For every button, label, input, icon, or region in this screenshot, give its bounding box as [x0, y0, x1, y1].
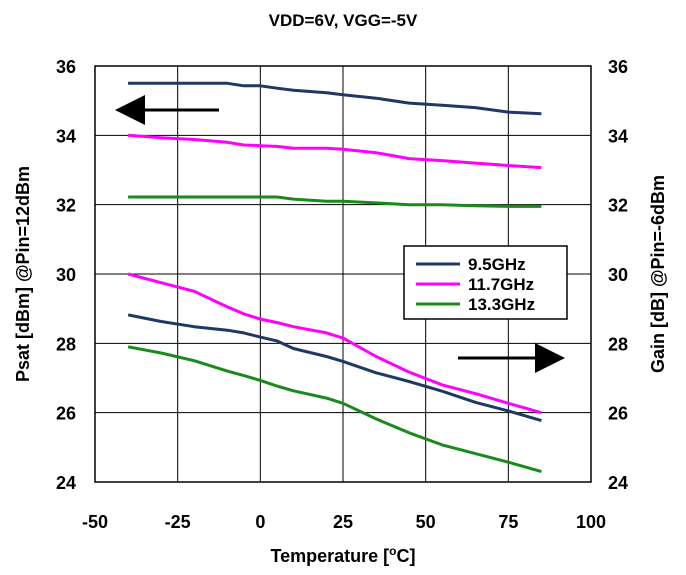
x-axis-label-degree: o [389, 544, 396, 558]
legend-label: 9.5GHz [468, 255, 526, 274]
x-axis-label-unit: C] [397, 546, 416, 566]
series-line-psat-0 [128, 81, 542, 116]
y-tick-label-right: 28 [608, 334, 628, 354]
annotations [115, 95, 565, 373]
series-line-gain-3 [127, 313, 542, 423]
y-tick-label-right: 34 [608, 126, 628, 146]
x-tick-label: 75 [498, 512, 518, 532]
y-tick-label-left: 26 [56, 404, 76, 424]
x-tick-label: 100 [576, 512, 606, 532]
y-tick-label-right: 30 [608, 265, 628, 285]
plot-area: -50 -25 0 25 50 75 100242628303234362426283032… [56, 57, 628, 532]
x-tick-label: -25 [165, 512, 191, 532]
x-tick-label: 50 [416, 512, 436, 532]
y-tick-label-right: 26 [608, 404, 628, 424]
x-tick-label: 0 [255, 512, 265, 532]
x-axis-label-main: Temperature [ [270, 546, 389, 566]
x-tick-label: 25 [333, 512, 353, 532]
y-tick-label-left: 28 [56, 334, 76, 354]
y-axis-label-left: Psat [dBm] @Pin=12dBm [13, 166, 33, 382]
series-line-gain-4 [127, 272, 542, 415]
y-axis-label-right: Gain [dB] @Pin=-6dBm [648, 175, 668, 373]
series-line-psat-2 [128, 195, 542, 208]
y-tick-label-right: 24 [608, 473, 628, 493]
y-tick-label-left: 34 [56, 126, 76, 146]
series-line-psat-1 [127, 133, 542, 170]
y-tick-label-left: 30 [56, 265, 76, 285]
chart-title: VDD=6V, VGG=-5V [269, 11, 418, 30]
y-tick-label-left: 36 [56, 57, 76, 77]
x-axis-label: Temperature [oC] [270, 544, 415, 566]
x-tick-label: -50 [82, 512, 108, 532]
plot-frame [94, 65, 592, 483]
y-tick-label-right: 36 [608, 57, 628, 77]
y-tick-label-left: 24 [56, 473, 76, 493]
y-tick-label-left: 32 [56, 196, 76, 216]
legend-label: 11.7GHz [468, 275, 534, 294]
series-line-gain-5 [127, 345, 542, 474]
legend-label: 13.3GHz [468, 295, 535, 314]
y-tick-label-right: 32 [608, 196, 628, 216]
